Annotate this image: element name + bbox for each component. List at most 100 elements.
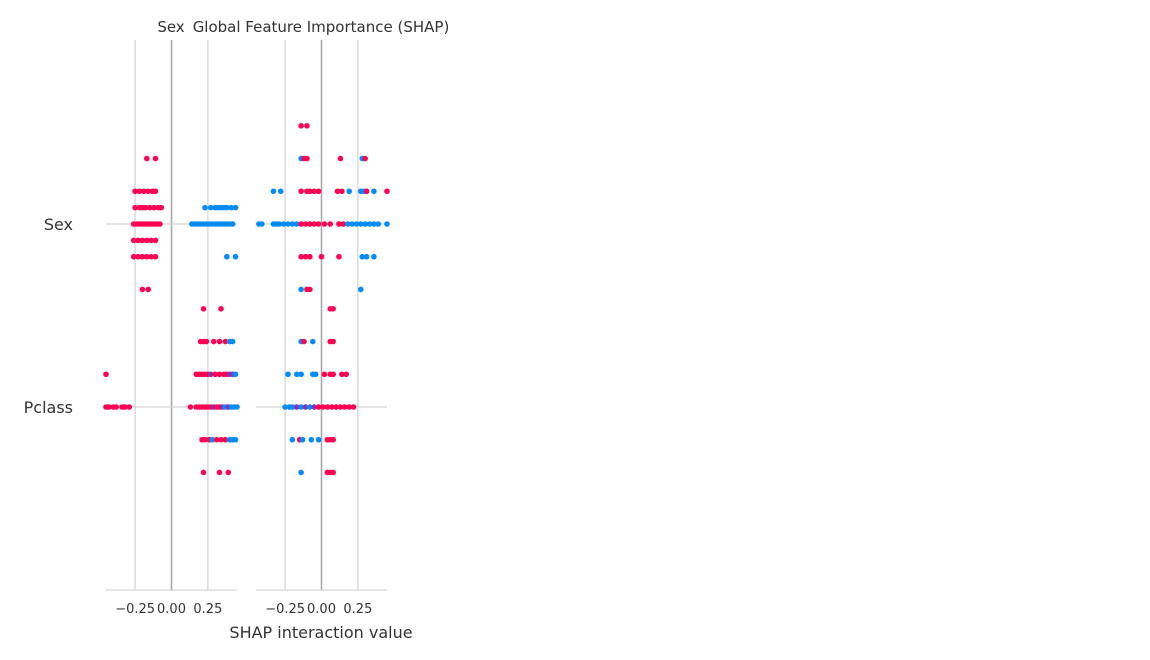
data-point <box>152 155 159 162</box>
data-point <box>327 221 334 227</box>
data-point <box>298 371 304 378</box>
data-point <box>311 188 318 195</box>
data-point <box>304 123 310 129</box>
data-point <box>289 436 296 443</box>
data-point <box>200 306 207 312</box>
data-point <box>359 253 366 260</box>
data-point <box>371 221 377 227</box>
data-point <box>113 404 119 410</box>
data-point <box>346 188 352 195</box>
data-point <box>126 404 133 410</box>
data-point <box>302 253 309 260</box>
data-point <box>312 371 319 378</box>
chart-title: Global Feature Importance (SHAP) <box>193 18 450 36</box>
data-point <box>145 286 152 293</box>
data-point <box>337 155 344 162</box>
data-point <box>224 204 230 211</box>
data-point <box>285 371 291 378</box>
data-point <box>141 188 147 195</box>
data-point <box>349 221 355 227</box>
data-point <box>330 306 336 312</box>
data-point <box>225 469 232 476</box>
data-point <box>307 221 313 227</box>
data-point <box>366 221 373 227</box>
data-point <box>307 286 313 293</box>
data-point <box>135 253 141 260</box>
data-point <box>202 204 208 211</box>
panel-title-sex: Sex <box>157 18 184 36</box>
data-point <box>285 221 291 227</box>
data-point <box>334 188 341 195</box>
data-point <box>384 188 390 195</box>
x-tick-label: 0.00 <box>157 602 186 617</box>
data-point <box>311 404 318 410</box>
data-point <box>187 404 194 410</box>
data-point <box>293 221 300 227</box>
data-point <box>143 155 150 162</box>
x-tick-label: 0.25 <box>343 602 372 617</box>
data-point <box>136 188 143 195</box>
data-point <box>298 404 304 410</box>
data-point <box>229 221 236 227</box>
data-point <box>148 253 154 260</box>
data-point <box>210 338 217 345</box>
data-point <box>232 371 239 378</box>
data-point <box>321 221 328 227</box>
data-point <box>298 253 304 260</box>
data-point <box>208 204 214 211</box>
data-point <box>340 221 347 227</box>
data-point <box>224 253 230 260</box>
data-point <box>229 338 236 345</box>
y-tick-label-sex: Sex <box>44 215 73 234</box>
y-tick-label-pclass: Pclass <box>24 398 73 417</box>
data-point <box>213 436 220 443</box>
data-point <box>307 404 313 410</box>
data-point <box>341 404 348 410</box>
data-point <box>130 237 137 244</box>
data-point <box>371 188 377 195</box>
data-point <box>330 338 336 345</box>
data-point <box>135 237 141 244</box>
data-point <box>293 404 300 410</box>
data-point <box>222 338 229 345</box>
data-point <box>315 404 322 410</box>
data-point <box>333 404 339 410</box>
data-point <box>218 436 224 443</box>
data-point <box>337 404 344 410</box>
data-point <box>148 237 154 244</box>
data-point <box>152 253 159 260</box>
data-point <box>307 253 313 260</box>
data-point <box>218 306 224 312</box>
data-point <box>358 221 364 227</box>
data-point <box>363 188 370 195</box>
data-point <box>315 436 322 443</box>
data-point <box>157 221 163 227</box>
data-point <box>339 371 345 378</box>
data-point <box>212 371 218 378</box>
data-point <box>232 253 239 260</box>
data-point <box>298 188 304 195</box>
data-point <box>346 404 352 410</box>
data-point <box>122 404 128 410</box>
data-point <box>298 123 304 129</box>
data-point <box>301 338 307 345</box>
data-point <box>130 253 137 260</box>
data-point <box>343 371 350 378</box>
data-point <box>276 221 283 227</box>
x-tick-label: 0.00 <box>307 602 336 617</box>
data-point <box>315 188 322 195</box>
data-point <box>320 404 326 410</box>
data-point <box>216 469 223 476</box>
data-point <box>339 188 345 195</box>
data-point <box>336 253 342 260</box>
data-point <box>158 204 165 211</box>
data-point <box>375 221 382 227</box>
data-point <box>151 204 157 211</box>
data-point <box>143 237 150 244</box>
data-point <box>304 155 310 162</box>
data-point <box>321 371 328 378</box>
data-point <box>308 436 315 443</box>
data-point <box>330 469 336 476</box>
data-point <box>208 371 214 378</box>
